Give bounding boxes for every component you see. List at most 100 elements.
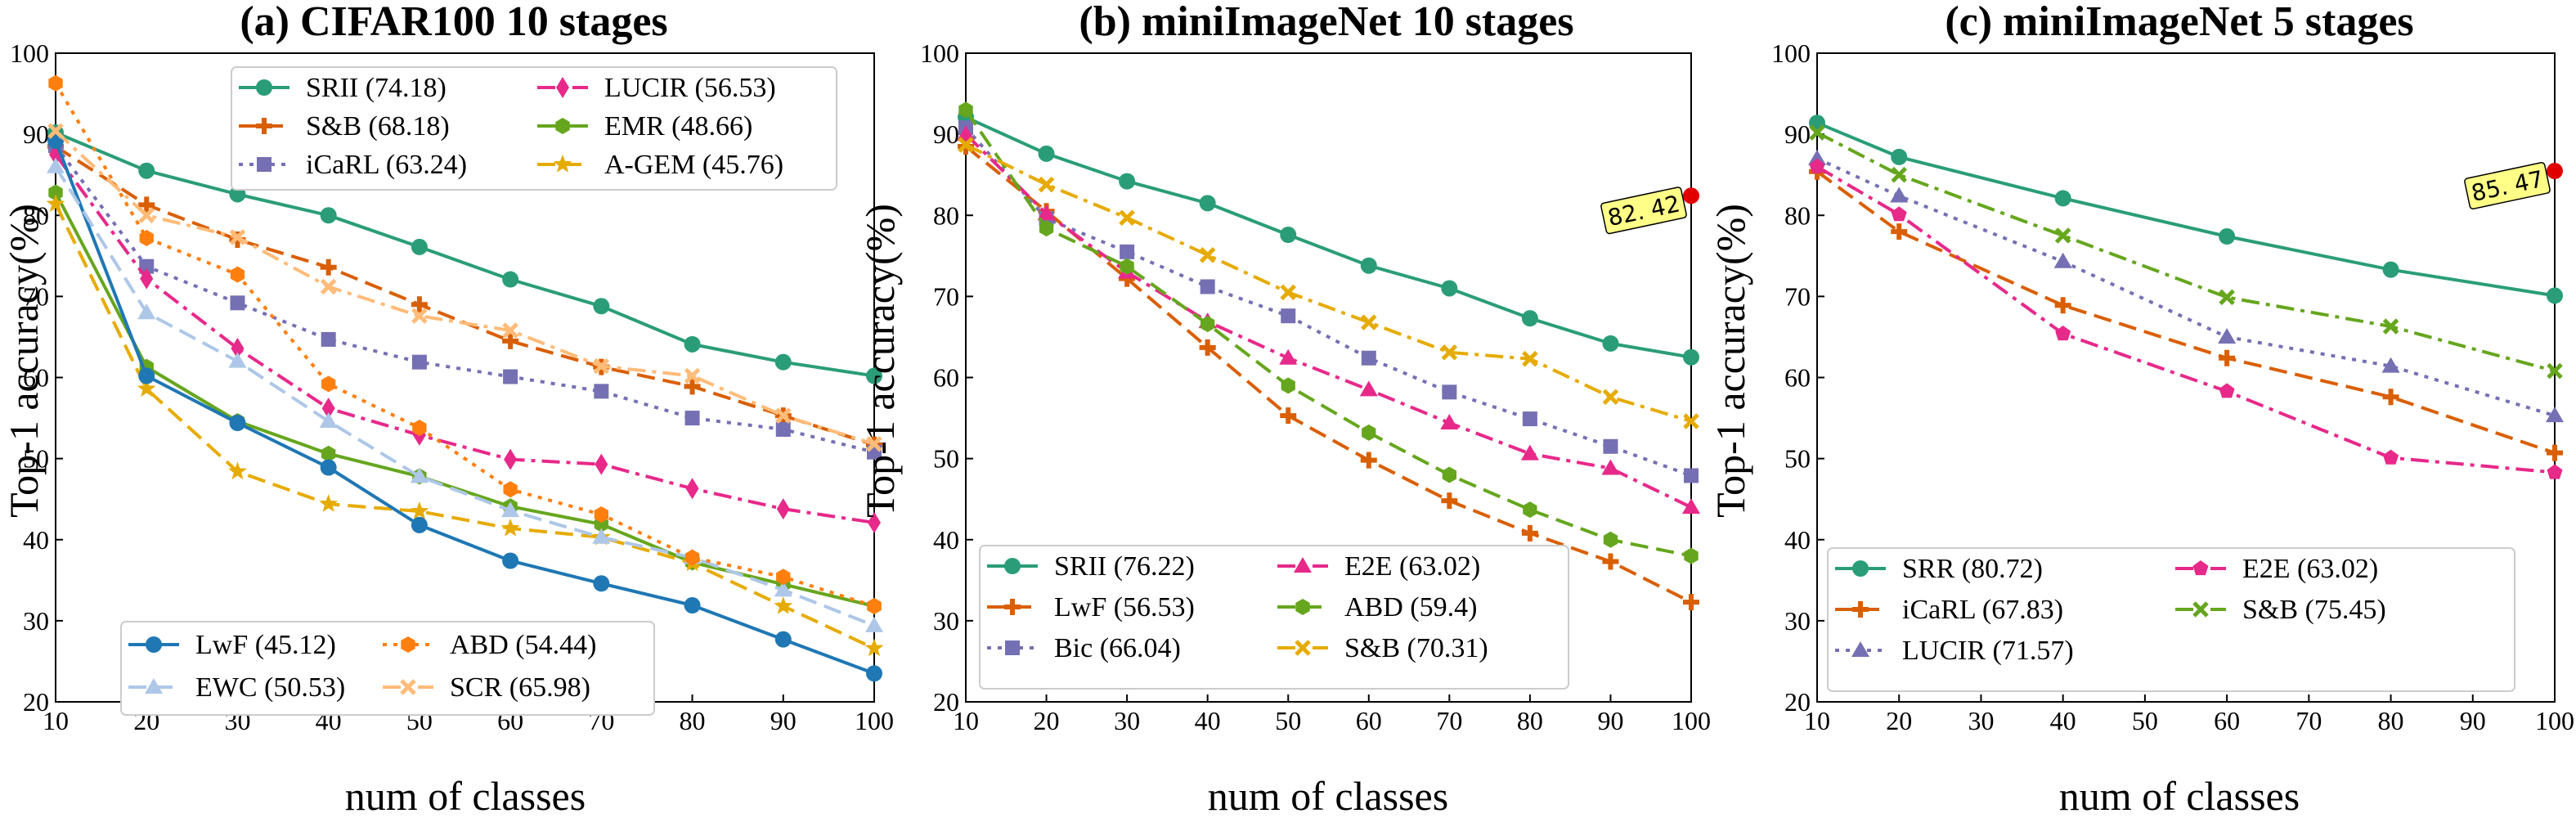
legend-marker: [1295, 599, 1310, 615]
y-tick-label: 70: [1784, 281, 1811, 311]
legend-marker: [1004, 558, 1021, 574]
data-point-ewc: [410, 467, 429, 483]
y-tick-label: 80: [23, 200, 49, 230]
data-point-lucir: [231, 337, 245, 359]
data-point-s-b: [1683, 413, 1699, 429]
data-point-e2e: [2383, 449, 2399, 465]
data-point-ewc: [774, 581, 792, 597]
y-tick-label: 80: [933, 200, 959, 230]
legend-label: ABD (59.4): [1344, 592, 1477, 622]
x-axis-label: num of classes: [1208, 773, 1448, 818]
legend-marker: [146, 636, 162, 653]
series-line-e2e: [1815, 165, 2556, 474]
x-tick-label: 80: [2378, 706, 2404, 735]
data-point-e2e: [1037, 204, 1056, 221]
series-line-s-b: [1816, 131, 2556, 373]
y-tick-label: 80: [1784, 200, 1811, 230]
y-tick-label: 60: [1784, 363, 1811, 393]
data-point-lucir: [595, 453, 608, 475]
legend-label: EWC (50.53): [195, 672, 345, 703]
y-axis-label: Top-1 accuracy(%): [857, 204, 903, 518]
x-axis-label: num of classes: [2059, 773, 2300, 818]
data-point-e2e: [1601, 459, 1620, 475]
y-tick-label: 90: [1784, 119, 1811, 149]
data-point-lwf: [411, 516, 428, 533]
y-tick-label: 30: [933, 606, 959, 636]
data-point-abd: [1362, 424, 1376, 441]
legend-entry-icarl: iCaRL (67.83): [1835, 595, 2063, 625]
series-line-s-b: [965, 143, 1692, 423]
data-point-a-gem: [864, 638, 884, 657]
data-point-ewc: [319, 412, 338, 429]
legend-label: SRR (80.72): [1902, 554, 2043, 584]
y-tick-label: 90: [933, 119, 959, 149]
legend-marker: [556, 77, 569, 98]
data-point-s-b: [411, 296, 428, 313]
data-point-abd: [48, 74, 63, 92]
data-point-abd: [230, 266, 245, 283]
data-point-lucir: [1808, 149, 1826, 165]
x-tick-label: 10: [1804, 706, 1830, 735]
data-point-srii: [320, 207, 337, 224]
data-point-a-gem: [410, 501, 429, 519]
data-point-a-gem: [774, 596, 793, 614]
series-line-srii: [965, 115, 1692, 359]
legend-label: iCaRL (67.83): [1902, 595, 2063, 625]
data-point-lucir: [868, 511, 881, 533]
data-point-lwf: [774, 631, 792, 648]
x-tick-label: 50: [1275, 706, 1301, 735]
data-point-icarl: [2547, 444, 2563, 461]
data-point-bic: [1281, 308, 1296, 324]
data-point-a-gem: [228, 461, 247, 480]
data-point-srii: [1521, 310, 1538, 327]
data-point-srii: [1683, 348, 1699, 366]
data-point-scr: [593, 357, 610, 375]
x-tick-label: 50: [2132, 706, 2158, 735]
data-point-lwf: [593, 575, 610, 592]
data-point-s-b: [2219, 289, 2235, 306]
data-point-lucir: [1890, 187, 1909, 203]
data-point-icarl: [411, 354, 427, 370]
data-point-lwf: [1280, 407, 1297, 425]
y-tick-label: 100: [10, 38, 49, 68]
legend-marker: [257, 157, 272, 172]
data-point-srr: [1891, 148, 1908, 165]
data-point-abd: [139, 230, 154, 246]
data-point-s-b: [1199, 247, 1216, 263]
legend-entry-sb: S&B (68.18): [239, 111, 450, 142]
series-lines: [1808, 115, 2564, 479]
y-axis-label: Top-1 accuracy(%): [1708, 204, 1753, 518]
data-point-icarl: [684, 411, 700, 426]
annotation-marker: [2547, 163, 2563, 180]
x-tick-label: 90: [1597, 706, 1623, 735]
data-point-ewc: [137, 303, 156, 320]
data-point-e2e: [1891, 206, 1907, 222]
series-line-lucir: [54, 153, 875, 524]
data-point-abd: [321, 375, 336, 393]
legend-label: E2E (63.02): [2242, 554, 2378, 584]
data-point-e2e: [2055, 326, 2071, 341]
x-tick-label: 80: [1517, 706, 1543, 735]
y-tick-label: 90: [23, 119, 49, 149]
legend-bottom: LwF (45.12) EWC (50.53) ABD (54.44) SCR …: [120, 621, 655, 716]
x-tick-label: 100: [1672, 706, 1711, 735]
data-point-lucir: [321, 398, 335, 420]
data-point-s-b: [2547, 362, 2563, 380]
legend-label: SRII (76.22): [1054, 551, 1195, 582]
data-point-e2e: [1440, 414, 1459, 430]
legend-entry-icarl: iCaRL (63.24): [239, 150, 467, 180]
y-tick-label: 50: [933, 444, 959, 474]
y-tick-label: 70: [933, 281, 959, 311]
x-tick-label: 20: [1886, 706, 1912, 735]
legend-label: S&B (70.31): [1344, 633, 1488, 663]
legend-label: ABD (54.44): [450, 630, 596, 660]
legend-marker: [555, 118, 570, 134]
data-point-srr: [2382, 261, 2399, 278]
data-point-bic: [1361, 350, 1376, 366]
data-point-srii: [1280, 227, 1297, 244]
legend-marker: [1005, 640, 1020, 655]
y-tick-label: 40: [23, 525, 49, 555]
data-point-a-gem: [137, 379, 156, 398]
data-point-lucir: [2053, 252, 2072, 268]
